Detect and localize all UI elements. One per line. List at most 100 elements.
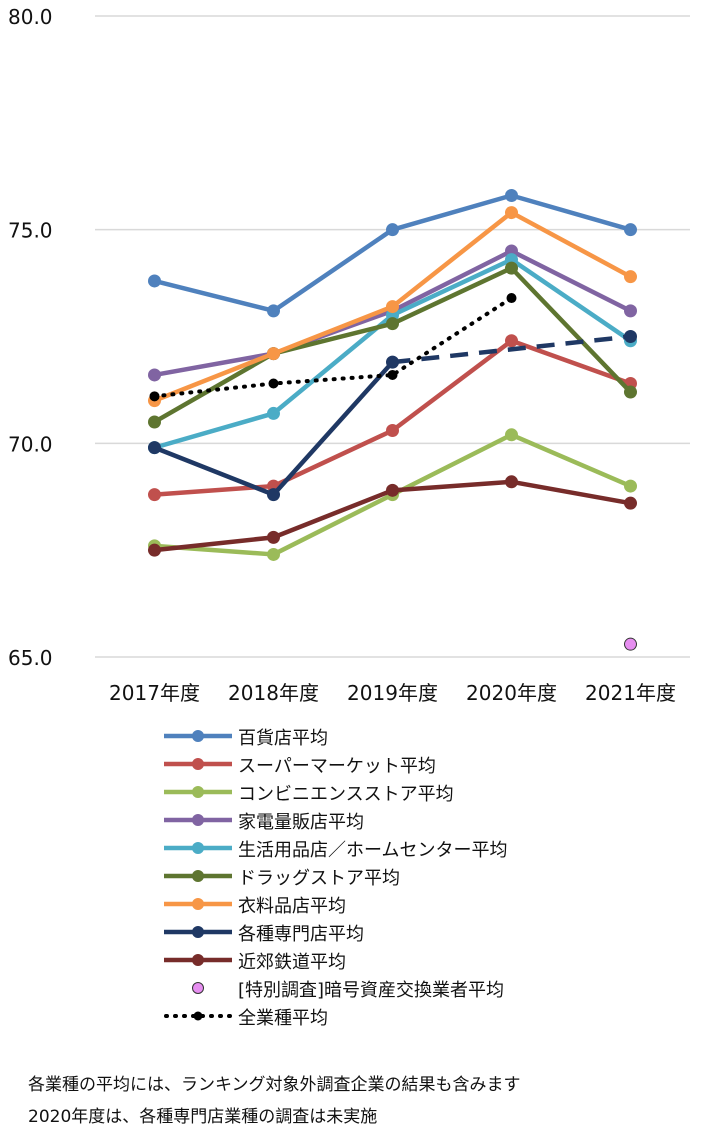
data-point [624,496,637,510]
legend-item: 近郊鉄道平均 [160,946,700,974]
x-tick-label: 2021年度 [585,681,676,705]
x-tick-label: 2018年度 [228,681,319,705]
series-line [152,296,514,399]
legend-item: 各種専門店平均 [160,918,700,946]
data-point [148,415,161,429]
data-point [506,293,517,304]
x-tick-label: 2020年度 [466,681,557,705]
series-10 [149,293,517,402]
legend-label: 百貨店平均 [238,728,328,749]
y-tick-label: 70.0 [8,432,53,456]
legend-marker [192,758,204,770]
legend-label: 近郊鉄道平均 [238,952,346,973]
legend-marker [192,926,204,938]
legend-item: [特別調査]暗号資産交換業者平均 [160,974,700,1002]
legend-marker [192,730,204,742]
legend-label: 家電量販店平均 [238,812,364,833]
data-point [505,428,518,442]
data-point [505,334,518,348]
legend-label: ドラッグストア平均 [238,868,400,889]
series-8 [148,475,637,557]
data-point [624,385,637,399]
data-point [505,475,518,489]
series-0 [148,188,637,318]
legend-swatch [164,870,232,882]
legend-label: 衣料品店平均 [238,896,346,917]
legend-label: 全業種平均 [238,1008,328,1029]
note-2: 2020年度は、各種専門店業種の調査は未実施 [28,1107,378,1127]
y-tick-label: 65.0 [8,646,53,670]
legend-marker [192,870,204,882]
legend-marker [193,1011,203,1021]
grid-lines [95,15,690,658]
series-9 [624,637,637,651]
data-point [386,355,399,369]
data-point [148,441,161,455]
legend-item: 全業種平均 [160,1002,700,1030]
series-line [153,257,632,450]
line-chart: 65.0 70.0 75.0 80.0 2017年度 2018年度 2019年度 2020年… [8,5,690,705]
legend-swatch [164,842,232,854]
data-point [386,483,399,497]
data-point [624,330,637,343]
data-point [505,206,518,220]
data-point [267,304,280,318]
data-point [624,270,637,284]
legend-label: [特別調査]暗号資産交換業者平均 [238,980,505,1001]
legend-swatch [164,926,232,938]
legend-item: コンビニエンスストア平均 [160,778,700,806]
x-tick-label: 2017年度 [109,681,200,705]
legend-swatch [164,786,232,798]
data-point [505,188,518,202]
data-point [386,300,399,314]
series-gap-line [392,334,631,365]
legend-label: コンビニエンスストア平均 [238,784,454,805]
series-6 [148,206,637,408]
data-point [386,223,399,237]
data-point [505,261,518,275]
data-point [624,637,637,651]
legend: 百貨店平均 スーパーマーケット平均 コンビニエンスストア平均 家電量販店平均 生活用品店… [160,722,700,1030]
legend-marker [192,898,204,910]
data-point [149,391,160,402]
legend-marker [192,814,204,826]
series-7 [148,330,637,502]
legend-swatch [164,730,232,742]
data-point [624,223,637,237]
legend-item: 百貨店平均 [160,722,700,750]
data-point [267,347,280,361]
data-point [268,378,279,389]
series-5 [148,261,637,429]
data-point [148,488,161,502]
legend-item: スーパーマーケット平均 [160,750,700,778]
legend-swatch [164,898,232,910]
data-point [387,369,398,380]
data-point [267,547,280,561]
data-point [267,488,280,502]
note-1: 各業種の平均には、ランキング対象外調査企業の結果も含みます [28,1075,521,1095]
data-point [148,368,161,382]
legend-swatch [164,814,232,826]
legend-item: 家電量販店平均 [160,806,700,834]
legend-swatch [164,954,232,966]
legend-item: 衣料品店平均 [160,890,700,918]
data-point [267,530,280,544]
legend-marker [192,982,204,994]
legend-label: スーパーマーケット平均 [238,756,436,777]
data-point [624,304,637,318]
x-axis-ticks: 2017年度 2018年度 2019年度 2020年度 2021年度 [109,681,676,705]
legend-marker [192,954,204,966]
x-tick-label: 2019年度 [347,681,438,705]
legend-label: 各種専門店平均 [238,924,364,945]
data-point [624,479,637,493]
data-point [148,543,161,557]
y-axis-ticks: 65.0 70.0 75.0 80.0 [8,5,53,670]
data-point [386,424,399,438]
legend-swatch [164,758,232,770]
legend-marker [192,842,204,854]
series-group [148,188,637,651]
legend-swatch [192,982,204,994]
data-point [386,317,399,331]
legend-marker [192,786,204,798]
y-tick-label: 80.0 [8,5,53,29]
